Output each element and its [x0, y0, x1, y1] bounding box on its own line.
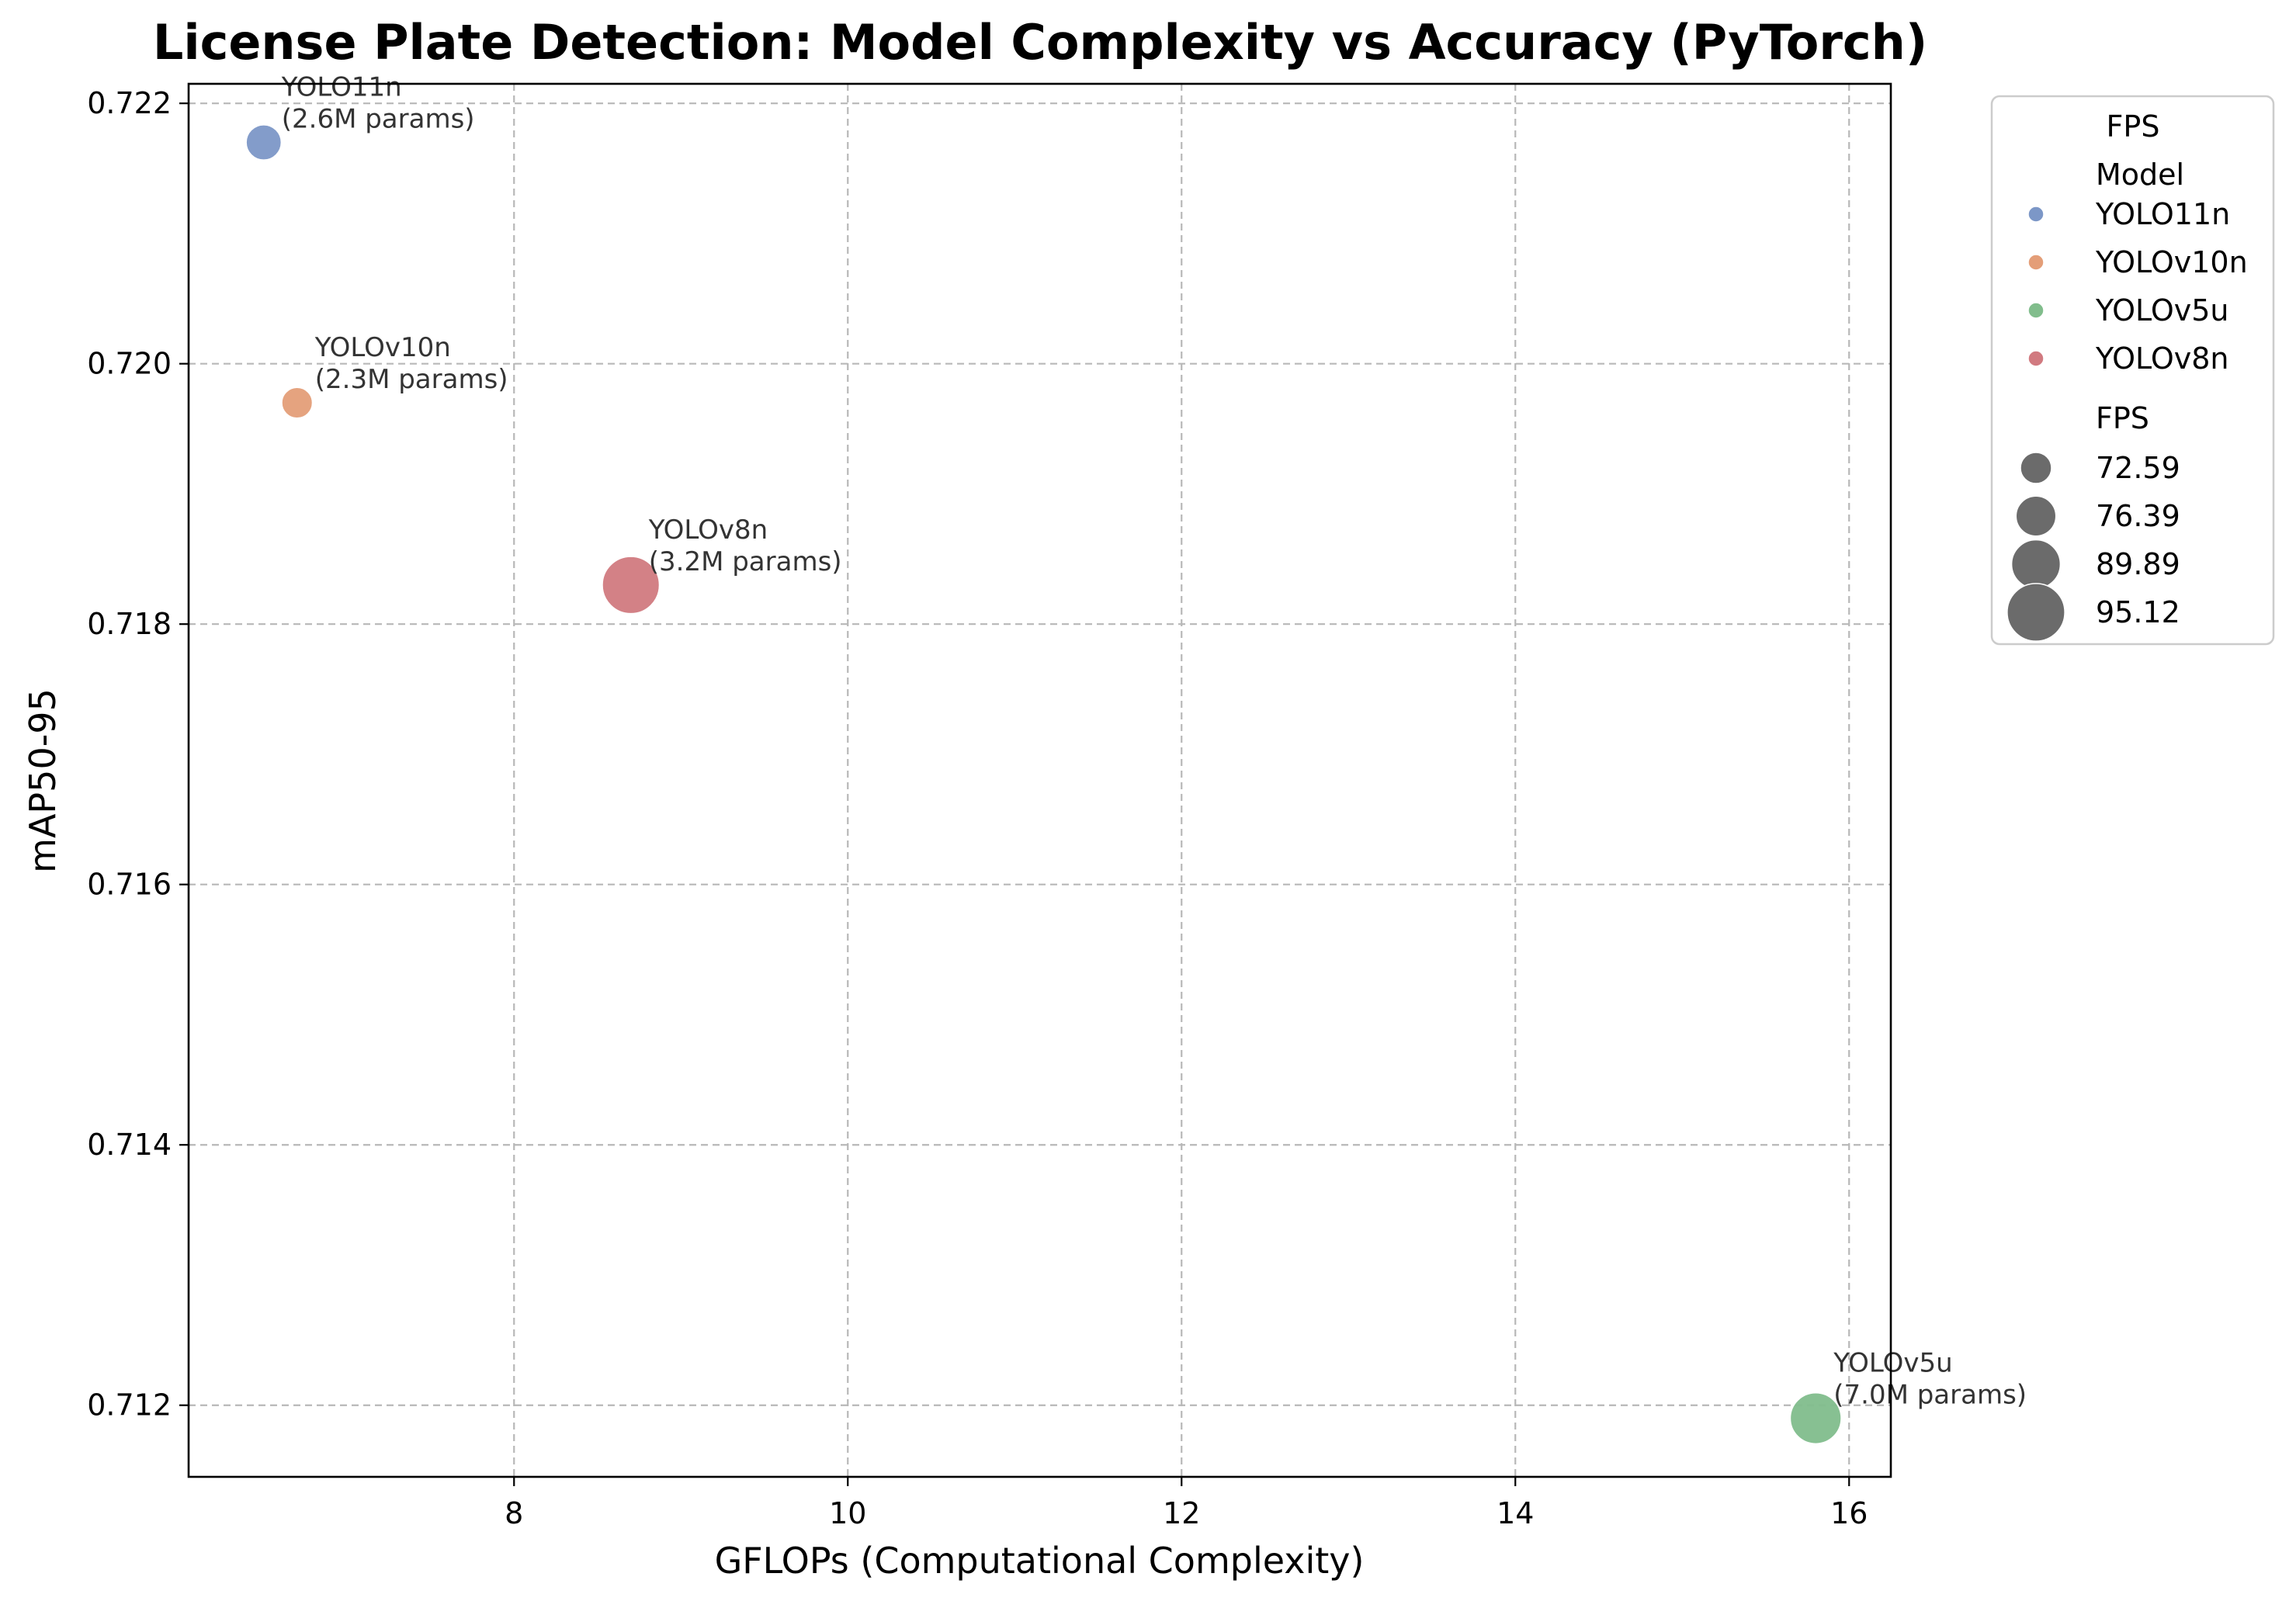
point-label-params: (3.2M params)	[649, 546, 842, 577]
x-tick-label: 16	[1830, 1496, 1868, 1530]
point-label-name: YOLO11n	[281, 71, 402, 102]
axis-ticks: 8 10 12 14 16 0.712 0.714 0.716 0.718 0.720 0.722	[87, 86, 1868, 1530]
x-tick-label: 12	[1163, 1496, 1200, 1530]
data-point-yolo11n	[245, 123, 283, 161]
chart-title: License Plate Detection: Model Complexit…	[153, 14, 1927, 71]
data-point-yolov10n	[280, 386, 314, 420]
legend-size-marker	[2015, 495, 2057, 537]
x-tick-label: 10	[829, 1496, 866, 1530]
y-tick-label: 0.716	[87, 868, 172, 902]
legend-label-yolov5u: YOLOv5u	[2095, 293, 2229, 327]
legend-items: YOLO11n YOLOv10n YOLOv5u YOLOv8n 72.59 76.39 8…	[2006, 197, 2248, 642]
legend-label-yolov8n: YOLOv8n	[2095, 341, 2229, 376]
legend-size-title: FPS	[2096, 401, 2149, 435]
legend: FPS Model FPS YOLO11nYOLOv10nYOLOv5uYOLO…	[1990, 95, 2275, 646]
point-label-params: (7.0M params)	[1833, 1380, 2027, 1411]
legend-size-marker	[2020, 452, 2052, 484]
y-tick-label: 0.720	[87, 347, 172, 381]
point-label-name: YOLOv8n	[648, 515, 768, 546]
plot-frame	[187, 82, 1892, 1478]
y-axis-label: mAP50-95	[22, 688, 64, 873]
legend-marker-yolov8n	[2027, 350, 2045, 367]
x-axis-label: GFLOPs (Computational Complexity)	[715, 1540, 1365, 1582]
legend-size-label: 89.89	[2096, 547, 2180, 581]
legend-size-label: 95.12	[2096, 595, 2180, 629]
y-tick-label: 0.714	[87, 1128, 172, 1162]
point-annotations: YOLO11n(2.6M params) YOLOv10n(2.3M params…	[281, 71, 2027, 1410]
legend-size-marker	[2010, 539, 2062, 590]
data-point-yolov8n	[601, 555, 661, 615]
point-label-name: YOLOv10n	[314, 332, 451, 363]
y-tick-label: 0.718	[87, 607, 172, 641]
grid-lines	[189, 84, 1891, 1477]
point-label-params: (2.3M params)	[315, 364, 508, 395]
legend-box	[1990, 95, 2275, 646]
legend-marker-yolov5u	[2027, 302, 2045, 319]
legend-title: FPS	[2107, 109, 2160, 144]
legend-hue-title: Model	[2096, 158, 2184, 192]
legend-size-label: 72.59	[2096, 451, 2180, 485]
y-tick-label: 0.712	[87, 1388, 172, 1423]
data-points	[245, 123, 1843, 1445]
legend-size-label: 76.39	[2096, 499, 2180, 533]
point-label-params: (2.6M params)	[282, 103, 475, 134]
legend-marker-yolo11n	[2027, 206, 2045, 223]
point-label-name: YOLOv5u	[1833, 1348, 1952, 1379]
x-tick-label: 8	[505, 1496, 523, 1530]
legend-label-yolo11n: YOLO11n	[2095, 197, 2230, 231]
data-point-yolov5u	[1789, 1391, 1843, 1445]
legend-label-yolov10n: YOLOv10n	[2095, 245, 2248, 279]
legend-marker-yolov10n	[2027, 254, 2045, 271]
y-tick-label: 0.722	[87, 86, 172, 120]
x-tick-label: 14	[1497, 1496, 1534, 1530]
legend-size-marker	[2006, 583, 2065, 642]
